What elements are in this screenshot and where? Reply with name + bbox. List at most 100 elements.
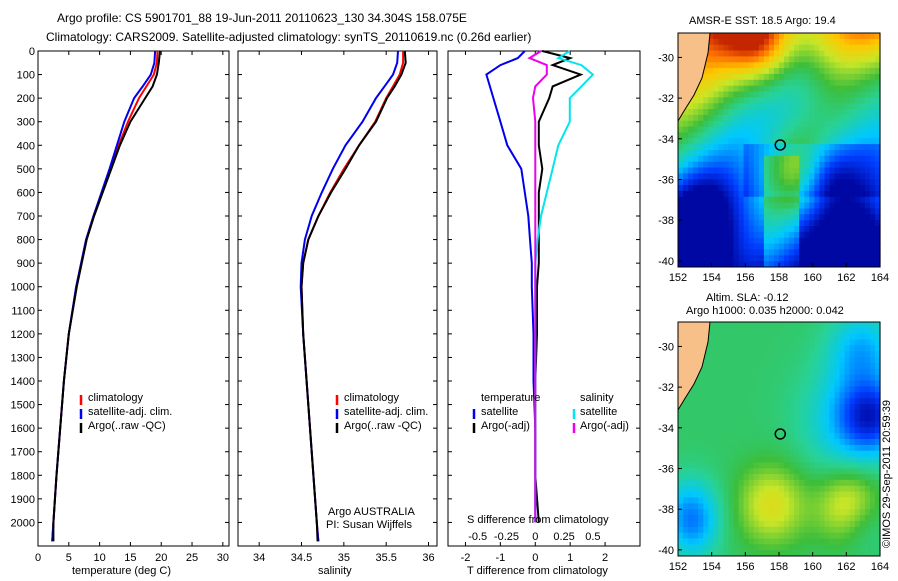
map-y-tick-label: -34 [658,134,674,146]
argo-pi-label: PI: Susan Wijffels [326,519,412,531]
x-tick-label: 5 [66,552,72,564]
series-salinity-argo-adj- [527,50,548,523]
header-title-line2: Climatology: CARS2009. Satellite-adjuste… [46,30,532,44]
header-title-line1: Argo profile: CS 5901701_88 19-Jun-2011 … [57,11,467,25]
y-tick-label: 100 [17,70,35,82]
y-tick-label: 1800 [11,470,35,482]
y-tick-label: 900 [17,258,35,270]
y-tick-label: 1900 [11,494,35,506]
y-tick-label: 1100 [11,305,35,317]
x-tick-label: 35.5 [375,552,396,564]
legend3-temperature-heading: temperature [481,392,541,404]
x-tick-label: 10 [93,552,105,564]
y-tick-label: 1600 [11,423,35,435]
legend-climatology-label: climatology [88,392,144,404]
map-y-tick-label: -36 [658,175,674,187]
temperature-axis-label: temperature (deg C) [72,565,172,577]
map-y-tick-label: -32 [658,93,674,105]
x-tick-label: 34.5 [291,552,312,564]
y-tick-label: 0 [29,46,35,58]
x-tick-label: 20 [155,552,167,564]
y-tick-label: 700 [17,211,35,223]
y-tick-label: 1500 [11,400,35,412]
legend-satellite-label: satellite-adj. clim. [88,406,173,418]
map-y-tick-label: -32 [658,382,674,394]
y-tick-label: 600 [17,187,35,199]
legend2-argo-label: Argo(..raw -QC) [344,420,422,432]
map-x-tick-label: 160 [803,272,821,284]
map-y-tick-label: -36 [658,464,674,476]
legend3-sal-argo: Argo(-adj) [580,420,629,432]
sla-map-title-line2: Argo h1000: 0.035 h2000: 0.042 [686,305,844,317]
t-difference-axis-label: T difference from climatology [467,565,608,577]
map-x-tick-label: 158 [770,561,788,573]
x-tick-label: 0 [35,552,41,564]
panel-frame-1 [37,50,230,547]
x-tick-label: 0 [532,552,538,564]
y-tick-label: 300 [17,117,35,129]
series-argo-raw-qc- [300,50,407,542]
argo-agency-label: Argo AUSTRALIA [328,506,415,518]
s-diff-tick-label: 0.5 [585,531,600,543]
x-tick-label: 2 [602,552,608,564]
x-tick-label: -1 [495,552,505,564]
y-tick-label: 1200 [11,329,35,341]
panel-frame-2 [237,50,438,547]
map-x-tick-label: 158 [770,272,788,284]
y-tick-label: 200 [17,93,35,105]
x-tick-label: 35 [338,552,350,564]
legend3-sal-satellite: satellite [580,406,618,418]
map-y-tick-label: -40 [658,545,674,557]
x-tick-label: 25 [186,552,198,564]
y-tick-label: 1400 [11,376,35,388]
sst-map-field [678,33,881,268]
s-diff-tick-label: -0.25 [494,531,519,543]
x-tick-label: 15 [124,552,136,564]
salinity-axis-label: salinity [318,565,352,577]
map-x-tick-label: 152 [669,561,687,573]
map-y-tick-label: -34 [658,423,674,435]
y-tick-label: 1300 [11,352,35,364]
map-x-tick-label: 156 [736,272,754,284]
map-x-tick-label: 154 [702,561,720,573]
sla-argo-marker [774,428,787,440]
sla-map-title-line1: Altim. SLA: -0.12 [706,292,789,304]
sst-map-title: AMSR-E SST: 18.5 Argo: 19.4 [689,15,836,27]
map-x-tick-label: 164 [871,561,889,573]
y-tick-label: 500 [17,164,35,176]
map-y-tick-label: -40 [658,256,674,268]
s-diff-tick-label: 0 [532,531,538,543]
y-tick-label: 400 [17,140,35,152]
x-tick-label: 34 [253,552,265,564]
legend2-satellite-label: satellite-adj. clim. [344,406,429,418]
x-tick-label: 30 [217,552,229,564]
y-tick-label: 2000 [11,517,35,529]
map-x-tick-label: 164 [871,272,889,284]
sst-argo-marker [774,139,787,151]
map-y-tick-label: -38 [658,215,674,227]
legend2-climatology-label: climatology [344,392,400,404]
x-tick-label: 36 [422,552,434,564]
y-tick-label: 800 [17,235,35,247]
map-x-tick-label: 154 [702,272,720,284]
series-argo-raw-qc- [52,50,161,542]
s-diff-tick-label: -0.5 [468,531,487,543]
series-temperature-satellite [485,50,537,523]
map-y-tick-label: -30 [658,341,674,353]
legend3-temp-satellite: satellite [481,406,519,418]
sla-map-field [678,322,881,557]
panel-frame-3 [447,50,641,547]
map-x-tick-label: 156 [736,561,754,573]
s-difference-axis-label: S difference from climatology [467,514,609,526]
map-x-tick-label: 162 [837,272,855,284]
s-diff-tick-label: 0.25 [553,531,574,543]
map-y-tick-label: -30 [658,52,674,64]
map-x-tick-label: 162 [837,561,855,573]
legend3-temp-argo: Argo(-adj) [481,420,530,432]
map-y-tick-label: -38 [658,504,674,516]
map-x-tick-label: 152 [669,272,687,284]
x-tick-label: 1 [567,552,573,564]
y-tick-label: 1700 [11,447,35,459]
legend3-salinity-heading: salinity [580,392,614,404]
